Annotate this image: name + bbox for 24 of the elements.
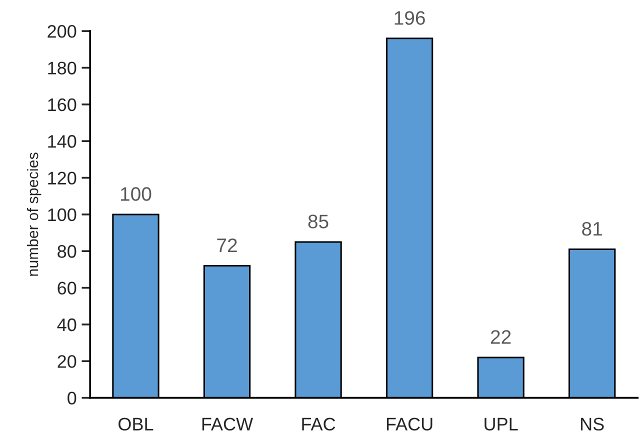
y-tick-label: 120 [48,172,76,184]
data-label: 81 [582,222,602,236]
y-tick-label: 80 [58,245,76,258]
data-label: 72 [217,238,237,252]
data-label: 196 [394,11,425,25]
y-tick-label: 100 [48,208,76,222]
y-tick-label: 60 [58,282,76,295]
y-tick-label: 140 [48,135,76,148]
y-tick-label: 0 [68,392,76,405]
x-tick-label: UPL [484,418,518,431]
data-label: 85 [308,214,328,228]
y-tick-label: 40 [57,318,76,332]
y-tick-label: 160 [48,98,76,112]
y-tick-label: 180 [48,62,76,74]
y-axis-title: number of species [26,152,42,276]
x-tick-label: FAC [302,418,336,431]
data-label: 100 [120,187,152,201]
y-tick-label: 200 [48,25,76,38]
x-tick-label: OBL [118,418,154,431]
x-tick-label: NS [581,418,604,431]
y-tick-label: 20 [58,355,76,368]
data-label: 22 [490,330,511,344]
x-tick-label: FACU [386,418,432,431]
x-tick-label: FACW [202,418,254,431]
